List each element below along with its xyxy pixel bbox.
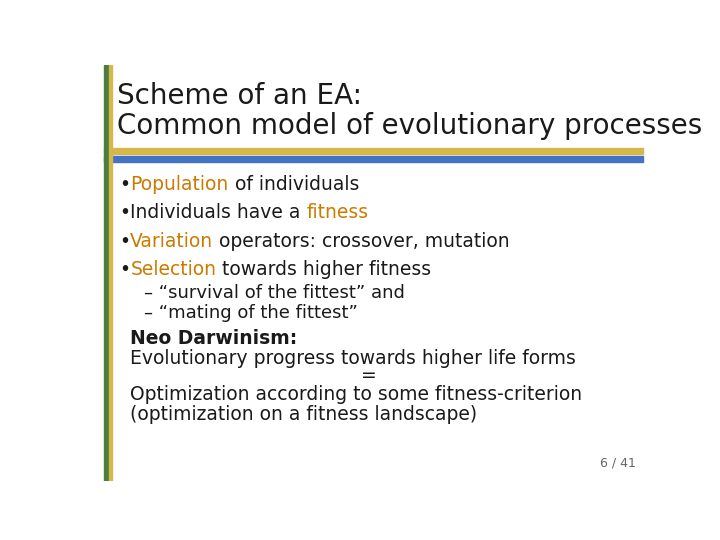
Text: Population: Population [130, 174, 228, 194]
Text: •: • [120, 203, 130, 222]
Text: Individuals have a: Individuals have a [130, 203, 307, 222]
Text: of individuals: of individuals [228, 174, 359, 194]
Text: •: • [120, 260, 130, 279]
Text: – “mating of the fittest”: – “mating of the fittest” [144, 303, 358, 322]
Text: Variation: Variation [130, 232, 213, 251]
Text: •: • [120, 232, 130, 251]
Bar [90, 65, 648, 150]
Text: Evolutionary progress towards higher life forms: Evolutionary progress towards higher lif… [130, 349, 576, 368]
Text: towards higher fitness: towards higher fitness [216, 260, 431, 279]
Text: Optimization according to some fitness-criterion: Optimization according to some fitness-c… [130, 385, 582, 404]
Text: Selection: Selection [130, 260, 216, 279]
Bar [109, 65, 112, 481]
Text: fitness: fitness [307, 203, 369, 222]
Text: •: • [120, 174, 130, 194]
Bar [104, 156, 642, 162]
Text: (optimization on a fitness landscape): (optimization on a fitness landscape) [130, 405, 477, 424]
Bar [104, 148, 642, 154]
Text: – “survival of the fittest” and: – “survival of the fittest” and [144, 284, 405, 302]
Text: =: = [361, 366, 377, 386]
Bar [104, 65, 108, 481]
Text: Scheme of an EA:: Scheme of an EA: [117, 82, 362, 110]
Text: Neo Darwinism:: Neo Darwinism: [130, 329, 297, 348]
Text: 6 / 41: 6 / 41 [600, 456, 636, 469]
Text: operators: crossover, mutation: operators: crossover, mutation [213, 232, 510, 251]
Text: Common model of evolutionary processes: Common model of evolutionary processes [117, 112, 703, 140]
